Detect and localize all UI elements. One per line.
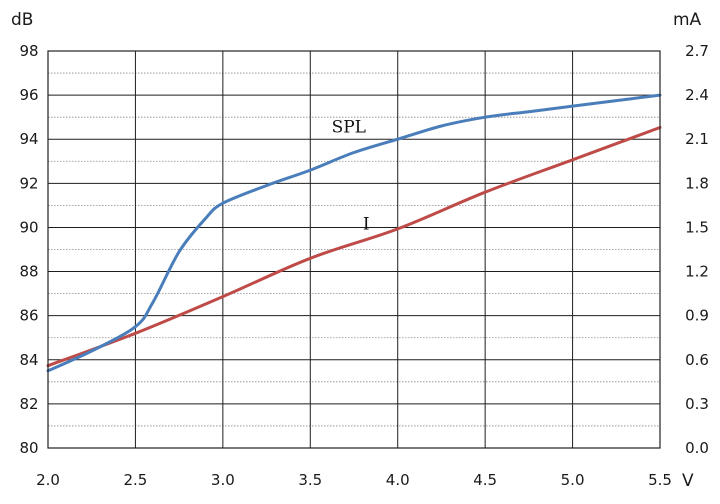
major-gridlines [48, 51, 660, 448]
right-tick-label: 0.6 [685, 351, 709, 369]
x-tick-label: 3.5 [298, 471, 322, 489]
left-tick-label: 88 [19, 263, 38, 281]
left-tick-label: 82 [19, 395, 38, 413]
right-tick-label: 1.2 [685, 263, 709, 281]
left-tick-label: 80 [19, 439, 38, 457]
right-tick-label: 2.1 [685, 130, 709, 148]
x-tick-label: 4.5 [473, 471, 497, 489]
x-tick-label: 2.0 [36, 471, 60, 489]
x-axis-ticks: 2.0 2.5 3.0 3.5 4.0 4.5 5.0 5.5 [36, 471, 672, 489]
right-tick-label: 0.9 [685, 307, 709, 325]
plot-frame [47, 50, 661, 449]
left-axis-unit: dB [11, 10, 33, 30]
left-tick-label: 84 [19, 351, 38, 369]
right-tick-label: 0.3 [685, 395, 709, 413]
right-axis-ticks: 0.0 0.3 0.6 0.9 1.2 1.5 1.8 2.1 2.4 2.7 [685, 42, 709, 457]
right-tick-label: 1.8 [685, 174, 709, 192]
left-tick-label: 86 [19, 307, 38, 325]
left-tick-label: 96 [19, 86, 38, 104]
minor-gridlines [48, 72, 660, 427]
series-annotations: SPL I [332, 118, 370, 235]
right-tick-label: 1.5 [685, 218, 709, 236]
right-tick-label: 0.0 [685, 439, 709, 457]
left-tick-label: 92 [19, 174, 38, 192]
left-tick-label: 98 [19, 42, 38, 60]
left-axis-ticks: 80 82 84 86 88 90 92 94 96 98 [19, 42, 38, 457]
series-line-spl [46, 93, 662, 373]
right-tick-label: 2.4 [685, 86, 709, 104]
series-label-i: I [363, 215, 370, 235]
x-tick-label: 4.0 [386, 471, 410, 489]
x-axis-unit: V [682, 471, 694, 491]
x-tick-label: 3.0 [211, 471, 235, 489]
right-tick-label: 2.7 [685, 42, 709, 60]
right-axis-unit: mA [673, 10, 702, 30]
x-tick-label: 5.5 [648, 471, 672, 489]
series-label-spl: SPL [332, 118, 366, 138]
x-tick-label: 5.0 [561, 471, 585, 489]
x-tick-label: 2.5 [123, 471, 147, 489]
left-tick-label: 90 [19, 218, 38, 236]
left-tick-label: 94 [19, 130, 38, 148]
series-lines [46, 93, 662, 373]
series-line-i [46, 126, 662, 368]
